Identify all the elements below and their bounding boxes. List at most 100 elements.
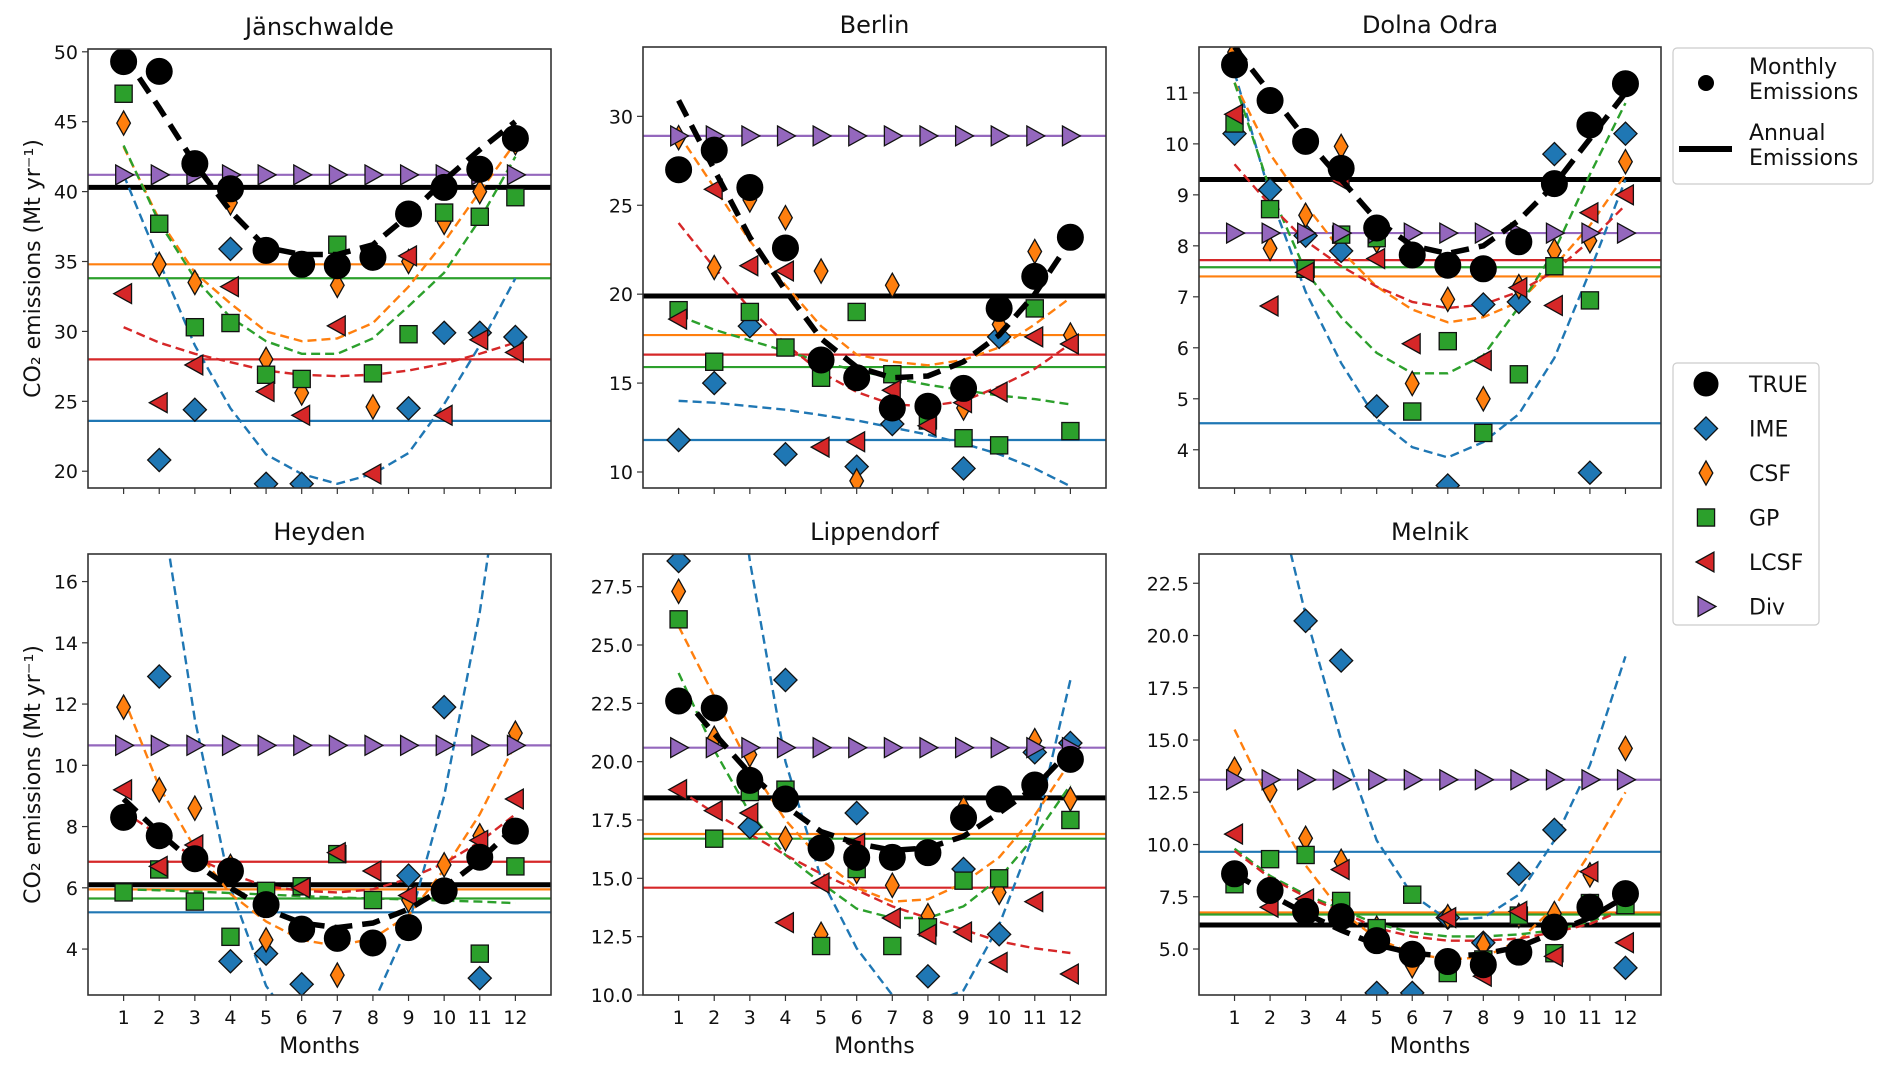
- legend-marker-div: [1697, 595, 1718, 618]
- marker-div: [812, 124, 833, 147]
- marker-div: [1403, 222, 1424, 245]
- marker-lcsf: [183, 353, 204, 376]
- y-tick-label: 25.0: [591, 635, 633, 657]
- y-tick-label: 15.0: [1147, 730, 1189, 752]
- marker-gp: [669, 610, 688, 629]
- marker-lcsf: [987, 380, 1008, 403]
- legend-marker-lcsf: [1694, 550, 1715, 574]
- y-tick-label: 30: [54, 321, 78, 343]
- marker-ime: [253, 471, 279, 488]
- marker-div: [150, 163, 171, 186]
- marker-ime: [1364, 393, 1390, 419]
- marker-lcsf: [1258, 294, 1279, 317]
- marker-gp: [954, 428, 973, 448]
- y-tick-label: 10: [609, 462, 633, 484]
- marker-gp: [1296, 845, 1315, 865]
- marker-div: [293, 163, 313, 186]
- legend-label: Monthly: [1749, 55, 1837, 80]
- marker-lcsf: [1614, 183, 1635, 206]
- marker-div: [435, 734, 456, 757]
- x-tick-label: 8: [1477, 1007, 1489, 1029]
- marker-csf: [884, 271, 900, 299]
- y-tick-label: 27.5: [591, 577, 633, 599]
- axes-frame: [1198, 553, 1662, 996]
- marker-csf: [116, 109, 132, 137]
- marker-true: [807, 346, 835, 374]
- y-tick-label: 25: [609, 195, 633, 217]
- marker-ime: [666, 427, 692, 453]
- marker-true: [843, 843, 871, 871]
- marker-true: [700, 136, 728, 164]
- marker-lcsf: [397, 244, 418, 267]
- marker-csf: [671, 577, 687, 605]
- marker-true: [1327, 154, 1355, 182]
- marker-true: [466, 155, 494, 183]
- marker-lcsf: [1294, 261, 1315, 284]
- fit-curve-ime: [122, 174, 517, 486]
- y-tick-label: 12.5: [591, 927, 633, 949]
- marker-div: [186, 734, 207, 757]
- y-tick-label: 20.0: [1147, 626, 1189, 648]
- marker-true: [395, 914, 423, 942]
- marker-true: [1540, 913, 1568, 941]
- marker-lcsf: [290, 404, 311, 427]
- marker-true: [665, 156, 693, 184]
- marker-csf: [329, 271, 345, 299]
- marker-ime: [289, 971, 315, 995]
- marker-true: [1398, 241, 1426, 269]
- marker-true: [950, 374, 978, 402]
- fit-curve-lcsf: [123, 326, 516, 378]
- marker-csf: [258, 926, 274, 954]
- y-tick-label: 10: [1165, 134, 1189, 156]
- marker-true: [501, 817, 529, 845]
- y-tick-label: 17.5: [591, 810, 633, 832]
- marker-csf: [1262, 234, 1278, 262]
- plot-area: [643, 99, 1106, 488]
- x-tick-label: 11: [1578, 1007, 1602, 1029]
- marker-gp: [399, 324, 418, 344]
- x-tick-label: 12: [1058, 1007, 1082, 1029]
- marker-lcsf: [738, 254, 759, 277]
- marker-div: [883, 736, 904, 759]
- marker-true: [1021, 262, 1049, 290]
- y-tick-label: 12: [54, 694, 78, 716]
- marker-true: [1469, 951, 1497, 979]
- marker-div: [1616, 222, 1637, 245]
- plot-area: [88, 49, 551, 488]
- marker-div: [1261, 768, 1282, 791]
- y-tick-label: 25: [54, 391, 78, 413]
- marker-lcsf: [1059, 962, 1079, 986]
- marker-ime: [182, 397, 208, 423]
- marker-true: [1256, 87, 1284, 115]
- marker-true: [110, 49, 138, 76]
- marker-lcsf: [1507, 276, 1528, 299]
- x-tick-label: 4: [1335, 1007, 1347, 1029]
- legend-marker-true: [1693, 371, 1719, 397]
- marker-true: [1327, 903, 1355, 931]
- marker-lcsf: [1059, 332, 1079, 355]
- marker-div: [1581, 222, 1602, 245]
- y-tick-label: 7: [1177, 287, 1189, 309]
- x-tick-label: 12: [503, 1007, 527, 1029]
- marker-ime: [1612, 955, 1638, 981]
- marker-div: [954, 124, 975, 147]
- y-tick-label: 10.0: [1147, 835, 1189, 857]
- marker-lcsf: [1400, 332, 1421, 355]
- marker-lcsf: [1223, 103, 1244, 126]
- marker-lcsf: [147, 855, 168, 878]
- marker-lcsf: [468, 328, 489, 351]
- marker-div: [328, 734, 349, 757]
- y-tick-label: 45: [54, 112, 78, 134]
- marker-csf: [1475, 385, 1491, 413]
- y-tick-label: 35: [54, 252, 78, 274]
- marker-div: [506, 734, 527, 757]
- axes-frame: [642, 553, 1107, 996]
- marker-lcsf: [1472, 349, 1492, 372]
- marker-lcsf: [1543, 294, 1563, 317]
- marker-lcsf: [326, 841, 346, 864]
- legend-label: Annual: [1749, 121, 1825, 146]
- marker-csf: [884, 871, 900, 899]
- x-tick-label: 12: [1613, 1007, 1637, 1029]
- marker-div: [670, 736, 690, 759]
- marker-lcsf: [326, 314, 346, 337]
